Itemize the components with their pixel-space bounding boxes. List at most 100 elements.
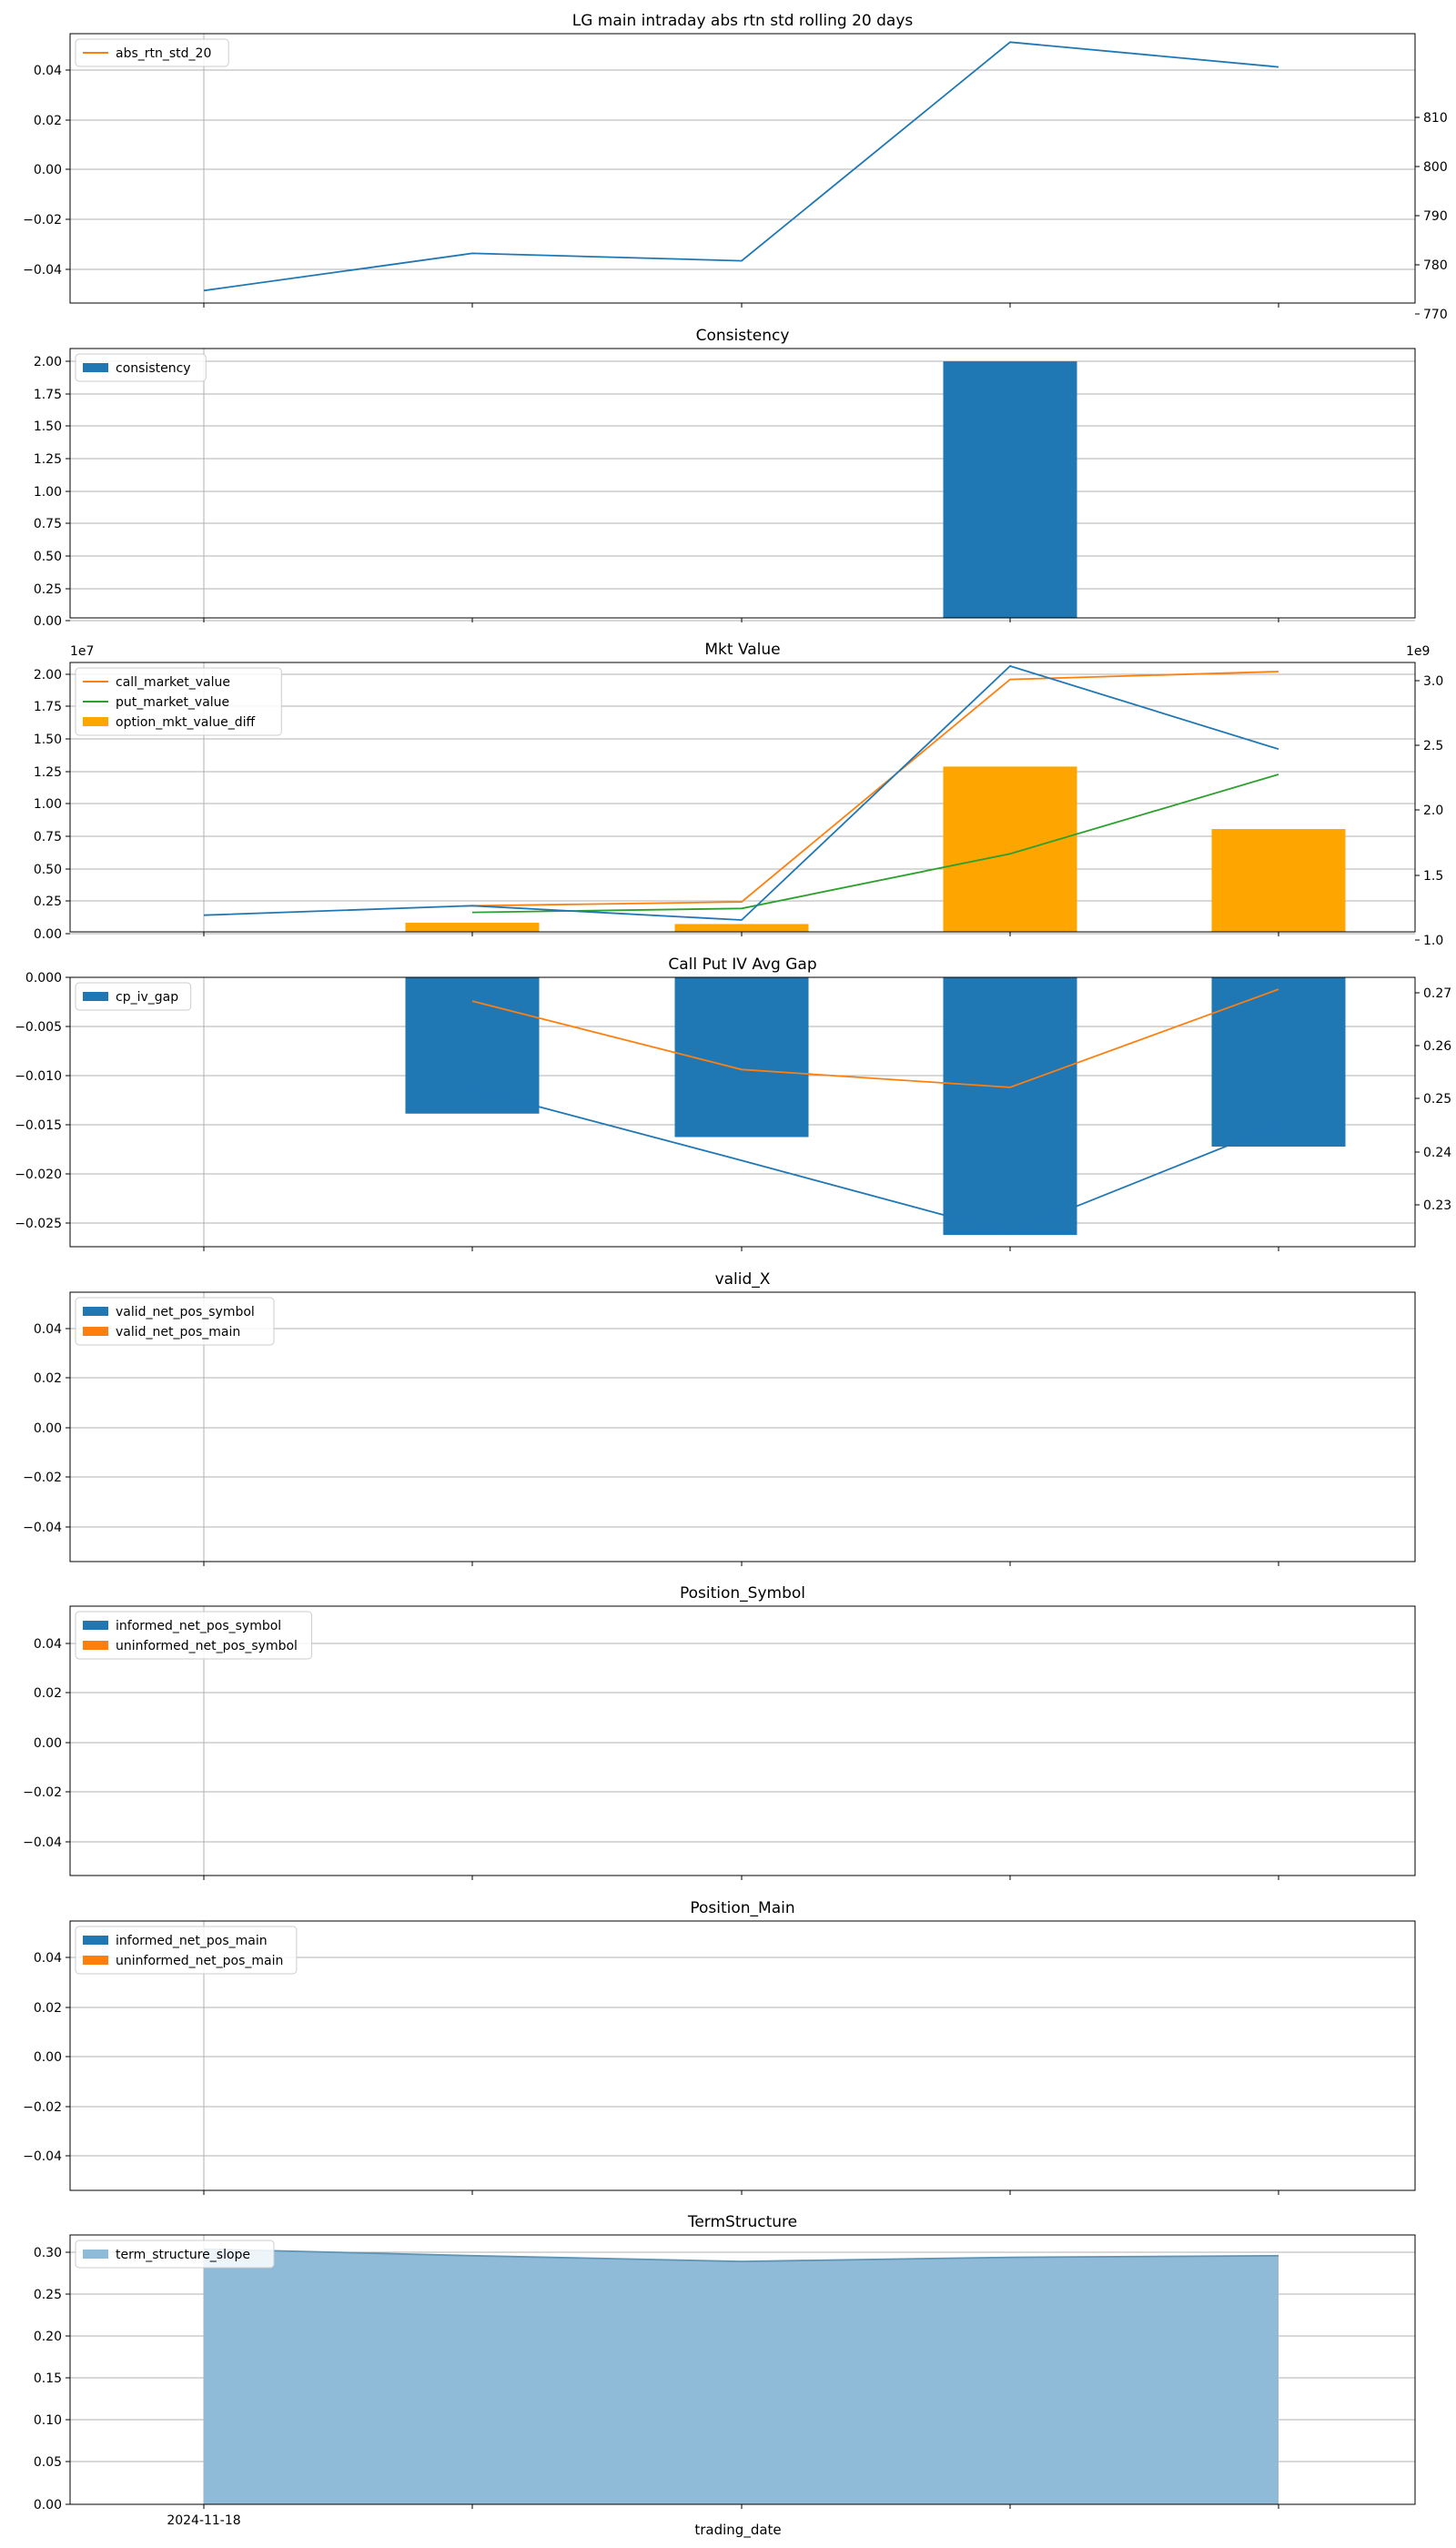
bar bbox=[674, 977, 809, 1138]
y2-tick-label: 770 bbox=[1423, 308, 1448, 322]
y-tick-label: 0.50 bbox=[34, 550, 62, 564]
y-tick-label: −0.015 bbox=[15, 1118, 62, 1133]
area-fill bbox=[204, 2249, 1279, 2504]
legend-label: put_market_value bbox=[116, 695, 229, 710]
y-tick-label: −0.04 bbox=[23, 1835, 62, 1850]
legend: valid_net_pos_symbol valid_net_pos_main bbox=[75, 1297, 275, 1346]
legend-label: valid_net_pos_main bbox=[116, 1325, 240, 1340]
y-tick-label: 1.00 bbox=[34, 797, 62, 812]
subplot-title: TermStructure bbox=[687, 2213, 797, 2231]
legend-label: uninformed_net_pos_symbol bbox=[116, 1639, 298, 1653]
legend: abs_rtn_std_20 bbox=[75, 38, 229, 67]
bar bbox=[943, 977, 1077, 1236]
y2-tick-label: 0.25 bbox=[1423, 1092, 1451, 1107]
y-tick-label: 0.25 bbox=[34, 895, 62, 909]
legend: informed_net_pos_symbol uninformed_net_po… bbox=[75, 1611, 312, 1660]
legend: cp_iv_gap bbox=[75, 982, 192, 1011]
y2-tick-label: 1.0 bbox=[1423, 934, 1443, 948]
legend-swatch bbox=[83, 1621, 108, 1630]
y-offset-label: 1e7 bbox=[70, 644, 94, 659]
axes-frame bbox=[69, 348, 1416, 619]
y-tick-label: −0.02 bbox=[23, 213, 62, 228]
y-tick-label: 0.04 bbox=[34, 1637, 62, 1652]
legend-swatch bbox=[83, 992, 108, 1001]
legend: call_market_value put_market_value option_… bbox=[75, 667, 282, 736]
y-tick-label: 0.04 bbox=[34, 64, 62, 78]
bar bbox=[1211, 829, 1346, 932]
legend-box bbox=[75, 982, 192, 1011]
axes-frame bbox=[69, 1920, 1416, 2191]
subplot-7: Position_Main 0.04 0.02 0.00 −0.02 −0.04 infor… bbox=[23, 1899, 1416, 2195]
y-tick-label: 0.000 bbox=[25, 971, 62, 986]
y2-tick-label: 800 bbox=[1423, 160, 1448, 175]
legend-swatch bbox=[83, 717, 108, 726]
area-edge bbox=[203, 2248, 1279, 2263]
axes-frame bbox=[69, 662, 1416, 933]
y-tick-label: 1.75 bbox=[34, 700, 62, 714]
y2-tick-label: 0.24 bbox=[1423, 1146, 1451, 1160]
y-tick-label: −0.010 bbox=[15, 1069, 62, 1084]
y-tick-label: 0.50 bbox=[34, 863, 62, 877]
axes-frame bbox=[69, 33, 1416, 304]
y-tick-label: −0.04 bbox=[23, 263, 62, 278]
series-line-right bbox=[203, 664, 1279, 921]
subplot-4: Call Put IV Avg Gap 0.000 −0.005 −0.010 −0.0… bbox=[15, 956, 1451, 1251]
subplot-1: LG main intraday abs rtn std rolling 20 … bbox=[23, 12, 1448, 322]
y-tick-label: −0.04 bbox=[23, 2149, 62, 2164]
legend-box bbox=[75, 38, 229, 67]
legend-box bbox=[75, 1297, 275, 1346]
series-line bbox=[203, 41, 1279, 292]
legend-box bbox=[75, 1926, 298, 1975]
subplot-title: valid_X bbox=[715, 1270, 771, 1289]
subplot-title: LG main intraday abs rtn std rolling 20 … bbox=[572, 12, 914, 30]
y-tick-label: 0.00 bbox=[34, 614, 62, 629]
legend-swatch bbox=[83, 1956, 108, 1965]
y2-tick-label: 2.0 bbox=[1423, 804, 1443, 818]
y-tick-label: 1.50 bbox=[34, 733, 62, 747]
y2-tick-label: 1.5 bbox=[1423, 869, 1443, 884]
axes-frame bbox=[69, 1605, 1416, 1876]
legend-swatch bbox=[83, 1327, 108, 1336]
bar bbox=[1211, 977, 1346, 1148]
axes-frame bbox=[69, 2234, 1416, 2505]
subplot-title: Position_Main bbox=[690, 1899, 794, 1917]
y-tick-label: −0.005 bbox=[15, 1020, 62, 1035]
legend: consistency bbox=[75, 353, 207, 382]
legend-label: informed_net_pos_main bbox=[116, 1934, 268, 1948]
legend-label: term_structure_slope bbox=[116, 2248, 250, 2262]
series-line-call bbox=[471, 671, 1279, 907]
y-tick-label: 0.00 bbox=[34, 927, 62, 942]
y-tick-label: 0.00 bbox=[34, 2050, 62, 2065]
y-tick-label: 1.50 bbox=[34, 420, 62, 434]
legend-box bbox=[75, 667, 282, 736]
y2-tick-label: 790 bbox=[1423, 209, 1448, 224]
y-tick-label: 1.25 bbox=[34, 452, 62, 467]
legend-label: informed_net_pos_symbol bbox=[116, 1619, 281, 1633]
legend-box bbox=[75, 2240, 275, 2269]
y2-offset-label: 1e9 bbox=[1406, 644, 1430, 659]
y-tick-label: 1.25 bbox=[34, 765, 62, 780]
series-line-right bbox=[471, 988, 1279, 1088]
axes-frame bbox=[69, 1291, 1416, 1562]
legend-label: valid_net_pos_symbol bbox=[116, 1305, 255, 1320]
subplot-title: Position_Symbol bbox=[680, 1584, 805, 1603]
legend-label: call_market_value bbox=[116, 675, 230, 690]
charts-container: LG main intraday abs rtn std rolling 20 … bbox=[15, 12, 1451, 2528]
y2-tick-label: 2.5 bbox=[1423, 739, 1443, 753]
legend-label: uninformed_net_pos_main bbox=[116, 1954, 283, 1968]
bar bbox=[674, 924, 809, 932]
bar bbox=[943, 766, 1077, 932]
subplot-title: Mkt Value bbox=[704, 641, 780, 659]
legend-swatch bbox=[83, 1936, 108, 1945]
y-tick-label: 0.25 bbox=[34, 582, 62, 597]
y-tick-label: 1.75 bbox=[34, 388, 62, 402]
y2-tick-label: 3.0 bbox=[1423, 674, 1443, 689]
y-tick-label: 0.04 bbox=[34, 1951, 62, 1966]
y-tick-label: −0.02 bbox=[23, 1785, 62, 1800]
legend: term_structure_slope bbox=[75, 2240, 275, 2269]
y2-tick-label: 0.23 bbox=[1423, 1198, 1451, 1213]
legend-box bbox=[75, 353, 207, 382]
y2-tick-label: 780 bbox=[1423, 258, 1448, 273]
y-tick-label: −0.02 bbox=[23, 2100, 62, 2115]
